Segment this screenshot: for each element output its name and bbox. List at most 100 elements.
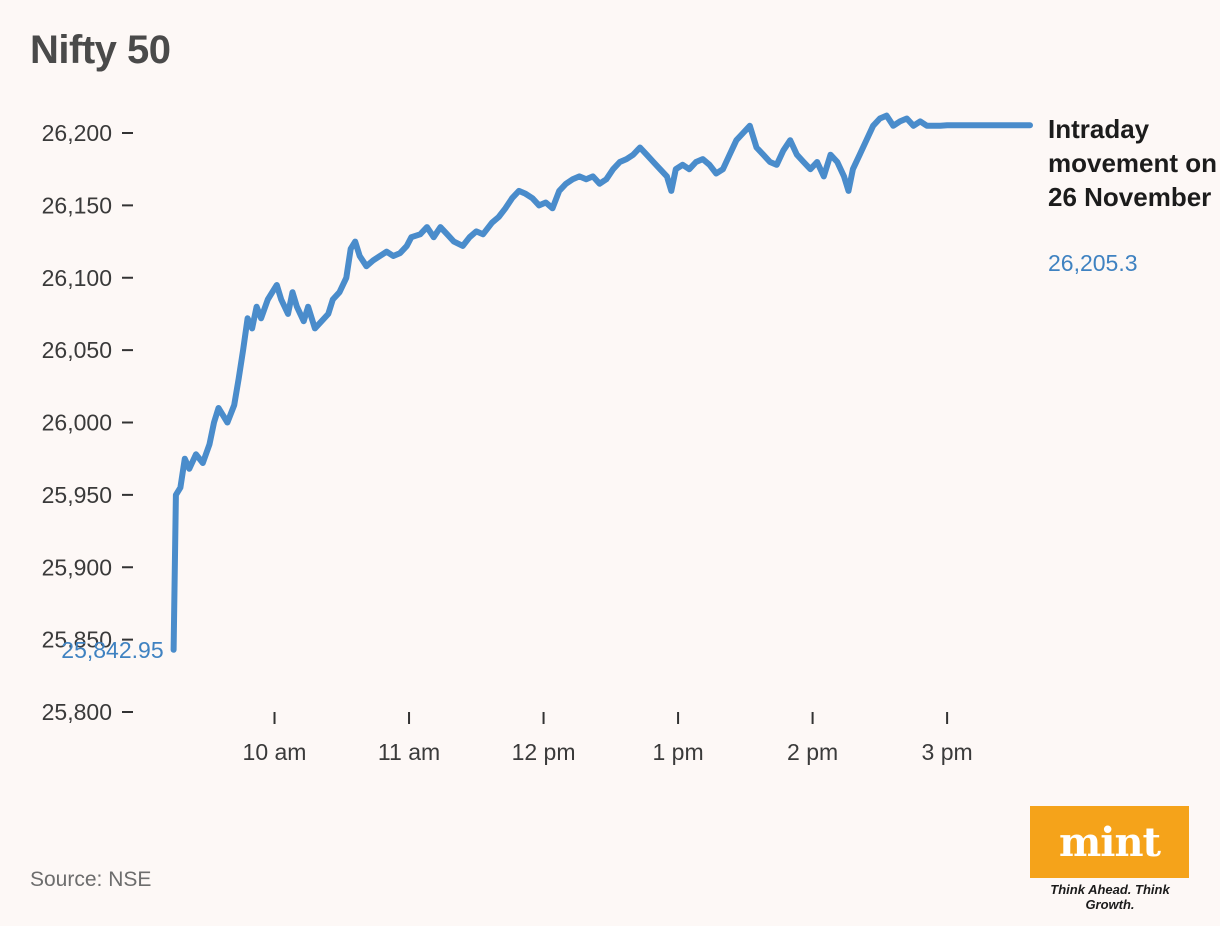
data-point — [474, 229, 479, 234]
logo-text: mint — [1058, 818, 1161, 866]
data-point — [398, 251, 403, 256]
data-point — [857, 152, 862, 157]
data-point — [687, 167, 692, 172]
x-tick-label: 2 pm — [787, 739, 838, 765]
data-point — [931, 123, 936, 128]
data-point — [259, 316, 264, 321]
data-point — [651, 159, 656, 164]
data-point — [236, 377, 241, 382]
data-point — [216, 406, 221, 411]
data-point — [384, 249, 389, 254]
data-point — [290, 290, 295, 295]
data-point — [754, 145, 759, 150]
data-point — [377, 254, 382, 259]
data-point — [828, 152, 833, 157]
x-axis: 10 am 11 am 12 pm 1 pm 2 pm 3 pm — [243, 712, 973, 765]
y-tick-label: 25,950 — [42, 482, 112, 508]
data-point — [644, 152, 649, 157]
data-point — [319, 319, 324, 324]
data-point — [232, 403, 237, 408]
data-point — [187, 466, 192, 471]
data-point — [467, 235, 472, 240]
y-axis: 26,200 26,150 26,100 26,050 26,000 25,950 25,9… — [42, 120, 133, 725]
data-point — [451, 239, 456, 244]
data-point — [537, 203, 542, 208]
y-tick-label: 25,800 — [42, 699, 112, 725]
data-point — [312, 326, 317, 331]
data-point — [337, 290, 342, 295]
data-point — [409, 235, 414, 240]
data-point — [590, 174, 595, 179]
data-point — [270, 290, 275, 295]
data-point — [503, 206, 508, 211]
data-point — [727, 152, 732, 157]
data-point — [604, 177, 609, 182]
data-point — [584, 177, 589, 182]
data-point — [669, 188, 674, 193]
data-point — [211, 420, 216, 425]
data-point — [265, 297, 270, 302]
data-point — [245, 316, 250, 321]
data-point — [371, 258, 376, 263]
chart-title: Nifty 50 — [30, 28, 171, 72]
data-point — [707, 162, 712, 167]
data-point — [891, 123, 896, 128]
x-tick-label: 10 am — [243, 739, 307, 765]
data-point — [404, 243, 409, 248]
data-point — [516, 188, 521, 193]
data-point — [489, 220, 494, 225]
data-point — [431, 235, 436, 240]
data-point — [326, 311, 331, 316]
series-layer — [170, 112, 1033, 653]
data-point — [877, 116, 882, 121]
data-point — [850, 167, 855, 172]
data-point — [617, 159, 622, 164]
data-point — [364, 264, 369, 269]
data-point — [418, 232, 423, 237]
data-point — [673, 167, 678, 172]
data-point — [631, 152, 636, 157]
y-tick-label: 26,050 — [42, 337, 112, 363]
y-tick-label: 26,150 — [42, 192, 112, 218]
data-point — [694, 159, 699, 164]
data-point — [194, 452, 199, 457]
data-point — [700, 157, 705, 162]
data-point — [344, 275, 349, 280]
x-tick-label: 1 pm — [653, 739, 704, 765]
data-point — [938, 123, 943, 128]
data-point — [734, 138, 739, 143]
data-point — [330, 297, 335, 302]
data-point — [550, 206, 555, 211]
data-point — [815, 159, 820, 164]
start-value-label: 25,842.95 — [61, 637, 163, 663]
data-point — [438, 225, 443, 230]
y-tick-label: 26,100 — [42, 265, 112, 291]
data-point — [871, 123, 876, 128]
data-point — [241, 348, 246, 353]
annotation-title: Intraday movement on 26 November — [1048, 114, 1218, 212]
data-point — [481, 232, 486, 237]
data-point — [680, 162, 685, 167]
data-point — [460, 243, 465, 248]
data-point — [279, 297, 284, 302]
data-point — [510, 196, 515, 201]
y-tick-label: 26,000 — [42, 410, 112, 436]
data-point — [637, 145, 642, 150]
data-point — [624, 157, 629, 162]
data-point — [741, 131, 746, 135]
data-point — [445, 232, 450, 237]
data-point — [801, 159, 806, 164]
source-note: Source: NSE — [30, 868, 152, 891]
data-point — [720, 167, 725, 172]
data-point — [658, 167, 663, 172]
data-point — [225, 420, 230, 425]
data-point — [577, 174, 582, 179]
data-point — [781, 148, 786, 153]
data-point — [301, 319, 306, 324]
data-point — [424, 225, 429, 230]
data-point — [563, 181, 568, 186]
data-point — [557, 188, 562, 193]
data-point — [761, 152, 766, 157]
data-point — [664, 174, 669, 179]
